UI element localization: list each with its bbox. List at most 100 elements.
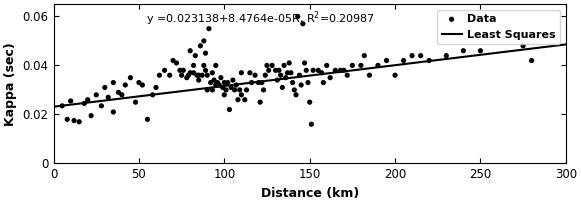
Text: y =0.023138+8.4764e-05R, $\mathregular{R^2}$=0.20987: y =0.023138+8.4764e-05R, $\mathregular{R…: [146, 9, 375, 28]
Data: [138, 83, 147, 87]
Data: [211, 64, 220, 67]
Data: [286, 71, 296, 74]
Data: [185, 49, 195, 52]
Data: [288, 81, 297, 84]
Data: [201, 69, 210, 72]
Data: [416, 54, 425, 57]
Data: [213, 81, 222, 84]
Data: [250, 74, 260, 77]
Data: [235, 88, 245, 92]
Data: [236, 93, 246, 96]
Data: [302, 69, 311, 72]
Data: [442, 54, 451, 57]
Data: [143, 118, 152, 121]
Data: [343, 74, 352, 77]
Data: [264, 69, 273, 72]
Data: [245, 71, 254, 74]
Data: [198, 74, 207, 77]
Data: [196, 44, 205, 48]
Data: [305, 101, 314, 104]
Data: [322, 64, 331, 67]
Data: [220, 93, 229, 96]
Data: [274, 69, 284, 72]
Data: [192, 74, 202, 77]
Data: [407, 54, 417, 57]
Data: [223, 81, 232, 84]
Data: [295, 74, 304, 77]
Data: [83, 98, 92, 101]
Data: [399, 59, 408, 62]
Data: [152, 86, 161, 89]
Data: [175, 69, 185, 72]
Data: [87, 114, 96, 117]
Data: [74, 120, 84, 123]
Data: [317, 71, 327, 74]
Data: [336, 69, 345, 72]
Data: [168, 59, 178, 62]
Data: [347, 64, 357, 67]
Data: [296, 83, 306, 87]
Data: [257, 81, 267, 84]
Data: [331, 69, 340, 72]
Data: [221, 88, 231, 92]
Data: [220, 81, 229, 84]
Data: [425, 59, 434, 62]
Data: [285, 61, 294, 65]
Data: [216, 76, 225, 79]
Data: [263, 64, 272, 67]
Data: [209, 79, 218, 82]
Data: [172, 61, 181, 65]
X-axis label: Distance (km): Distance (km): [260, 187, 359, 200]
Data: [307, 123, 316, 126]
Data: [227, 86, 236, 89]
Data: [518, 44, 528, 48]
Data: [134, 81, 144, 84]
Data: [201, 52, 210, 55]
Data: [155, 74, 164, 77]
Data: [203, 88, 212, 92]
Data: [319, 81, 328, 84]
Data: [199, 39, 209, 43]
Data: [283, 71, 292, 74]
Data: [80, 102, 89, 105]
Data: [165, 74, 174, 77]
Data: [314, 69, 323, 72]
Data: [208, 71, 217, 74]
Data: [203, 74, 212, 77]
Data: [131, 101, 140, 104]
Data: [114, 91, 123, 94]
Legend: Data, Least Squares: Data, Least Squares: [437, 10, 560, 44]
Data: [109, 110, 118, 114]
Data: [272, 79, 282, 82]
Data: [182, 76, 191, 79]
Data: [125, 76, 135, 79]
Data: [339, 69, 349, 72]
Data: [281, 76, 290, 79]
Data: [179, 69, 188, 72]
Data: [267, 64, 277, 67]
Data: [254, 81, 263, 84]
Data: [276, 74, 285, 77]
Data: [97, 104, 106, 108]
Data: [290, 88, 299, 92]
Data: [242, 88, 251, 92]
Data: [109, 81, 118, 84]
Data: [211, 83, 220, 87]
Data: [300, 61, 309, 65]
Data: [225, 108, 234, 111]
Data: [271, 69, 280, 72]
Data: [199, 64, 209, 67]
Data: [194, 79, 203, 82]
Data: [100, 86, 109, 89]
Data: [259, 88, 268, 92]
Data: [293, 15, 302, 18]
Data: [189, 71, 198, 74]
Data: [160, 69, 169, 72]
Data: [527, 59, 536, 62]
Data: [374, 64, 383, 67]
Data: [206, 81, 216, 84]
Data: [230, 88, 239, 92]
Data: [390, 74, 400, 77]
Data: [356, 64, 365, 67]
Data: [279, 64, 289, 67]
